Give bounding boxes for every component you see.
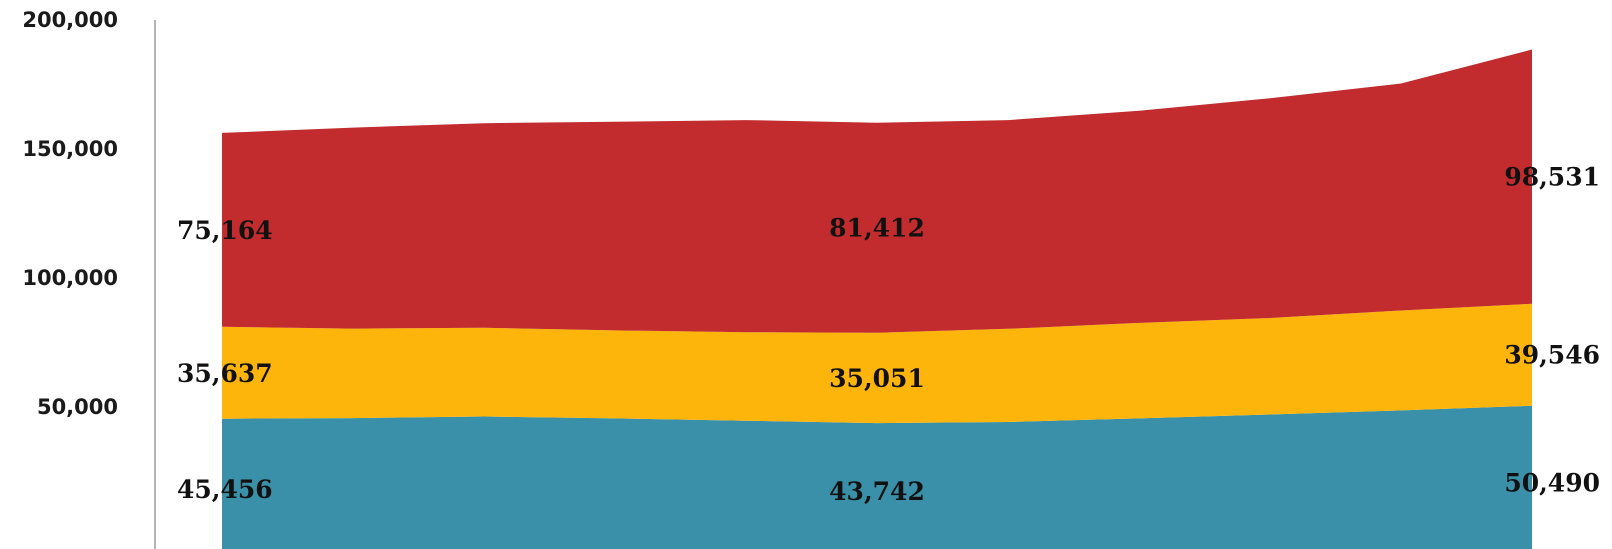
y-tick-label: 100,000 bbox=[22, 266, 118, 290]
data-label: 35,051 bbox=[829, 364, 925, 393]
data-label: 98,531 bbox=[1504, 163, 1600, 192]
data-label: 50,490 bbox=[1504, 468, 1600, 497]
area-series-group bbox=[222, 49, 1532, 549]
data-label: 43,742 bbox=[829, 477, 925, 506]
data-labels-group: 45,456 43,742 50,490 35,637 35,051 39,546 75,1… bbox=[177, 163, 1600, 506]
y-tick-label: 200,000 bbox=[22, 8, 118, 32]
data-label: 35,637 bbox=[177, 359, 273, 388]
y-tick-label: 50,000 bbox=[37, 395, 118, 419]
data-label: 75,164 bbox=[177, 216, 273, 245]
data-label: 39,546 bbox=[1504, 341, 1600, 370]
area-series-3 bbox=[222, 49, 1532, 333]
data-label: 81,412 bbox=[829, 214, 925, 243]
y-axis-ticks: 50,000 100,000 150,000 200,000 bbox=[22, 8, 118, 419]
area-series-2 bbox=[222, 303, 1532, 424]
area-series-1 bbox=[222, 405, 1532, 549]
data-label: 45,456 bbox=[177, 475, 273, 504]
y-tick-label: 150,000 bbox=[22, 137, 118, 161]
